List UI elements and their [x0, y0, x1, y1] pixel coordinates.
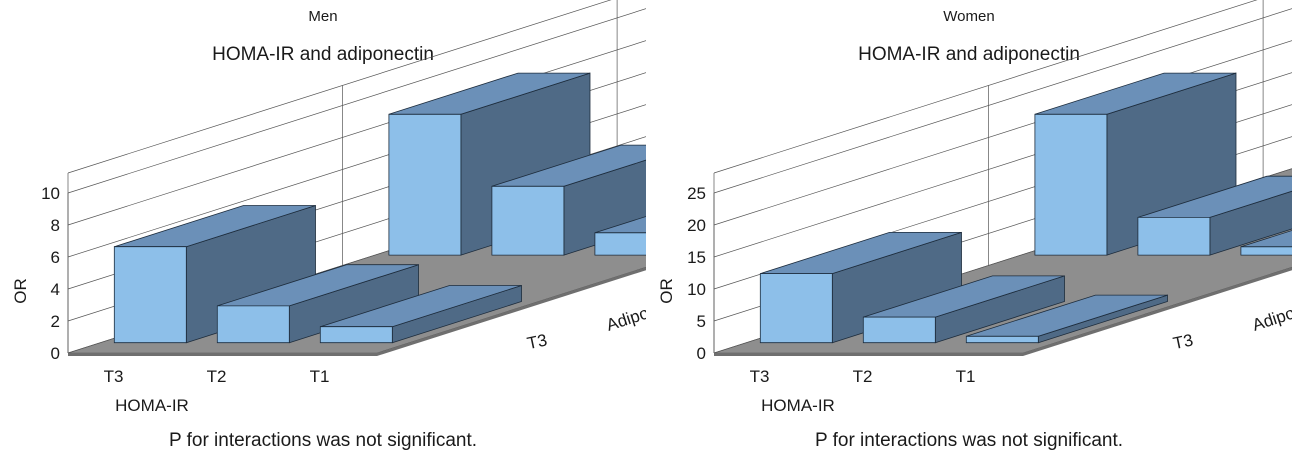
bar-3d	[1240, 230, 1292, 256]
bar-front	[113, 246, 187, 344]
y-tick-label: 6	[51, 248, 60, 267]
bar-front	[1034, 113, 1108, 256]
chart-panel-men: Men HOMA-IR and adiponectin 0 2 4 6 8 10 OR T3 T…	[11, 0, 646, 451]
y-axis-label: OR	[11, 278, 30, 304]
y-tick-label: 0	[51, 344, 60, 363]
z-tick-label: T3	[1171, 330, 1194, 353]
y-axis-label: OR	[657, 278, 676, 304]
wall-edge	[713, 0, 1258, 174]
bar-front	[491, 185, 565, 256]
x-tick-label: T1	[956, 367, 976, 386]
bar-3d	[594, 216, 646, 256]
chart-plot-women: 0510152025ORT3T2T1HOMA-IRT3T2T1Adiponect…	[657, 0, 1292, 415]
x-tick-label: T2	[853, 367, 873, 386]
chart-floor-edge	[68, 353, 377, 356]
x-tick-label: T2	[207, 367, 227, 386]
chart-panel-women: Women HOMA-IR and adiponectin 0 5 10 15 20 25…	[646, 0, 1292, 455]
z-tick-label: T3	[525, 330, 548, 353]
chart-floor-edge	[714, 353, 1023, 356]
chart-floor-edge	[377, 267, 646, 356]
y-tick-label: 20	[687, 216, 706, 235]
x-tick-label: T3	[104, 367, 124, 386]
x-tick-label: T1	[310, 367, 330, 386]
bar-3d	[862, 275, 1065, 344]
bar-3d	[1137, 175, 1292, 256]
chart-note: P for interactions was not significant.	[814, 430, 1124, 451]
bar-3d	[759, 231, 962, 344]
z-axis-label: Adiponectin	[1250, 289, 1292, 335]
y-tick-label: 8	[51, 216, 60, 235]
z-axis-label: Adiponectin	[604, 289, 646, 335]
y-tick-label: 4	[51, 280, 60, 299]
y-tick-label: 2	[51, 312, 60, 331]
y-tick-label: 15	[687, 248, 706, 267]
y-tick-label: 0	[697, 344, 706, 363]
bar-front	[1137, 216, 1211, 256]
chart-title: HOMA-IR and adiponectin	[858, 44, 1080, 65]
x-tick-label: T3	[750, 367, 770, 386]
y-tick-label: 10	[41, 184, 60, 203]
bar-front	[216, 305, 290, 344]
bar-3d	[319, 284, 522, 344]
bar-front	[594, 232, 646, 256]
bar-front	[759, 273, 833, 344]
wall-edge	[67, 0, 612, 174]
bar-3d	[965, 294, 1168, 344]
y-tick-label: 5	[697, 312, 706, 331]
y-tick-label: 25	[687, 184, 706, 203]
bar-3d	[491, 144, 646, 256]
y-tick-label: 10	[687, 280, 706, 299]
x-axis-label: HOMA-IR	[115, 396, 189, 415]
chart-subtitle: Men	[308, 8, 338, 25]
x-axis-label: HOMA-IR	[761, 396, 835, 415]
chart-floor-edge	[1023, 267, 1292, 356]
chart-title: HOMA-IR and adiponectin	[212, 44, 434, 65]
bar-front	[862, 316, 936, 344]
chart-subtitle: Women	[943, 8, 995, 25]
bar-front	[965, 335, 1039, 344]
bar-front	[388, 113, 462, 256]
chart-note: P for interactions was not significant.	[168, 430, 478, 451]
bar-front	[319, 326, 393, 344]
bar-front	[1240, 246, 1292, 256]
